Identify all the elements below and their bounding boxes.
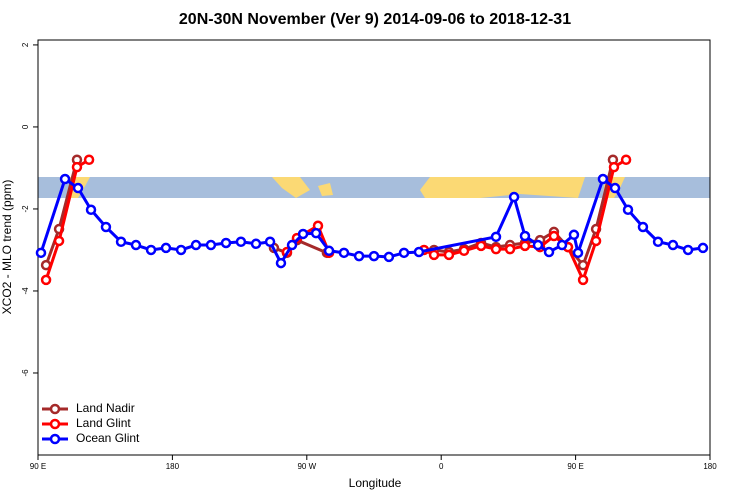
point xyxy=(475,240,487,252)
y-tick-label: -4 xyxy=(21,287,30,295)
point xyxy=(71,161,83,173)
chart-title: 20N-30N November (Ver 9) 2014-09-06 to 2… xyxy=(179,11,571,28)
point xyxy=(100,221,112,233)
point xyxy=(577,274,589,286)
point xyxy=(160,242,172,254)
point xyxy=(572,247,584,259)
legend-marker xyxy=(49,403,61,415)
point xyxy=(519,230,531,242)
legend-label: Land Nadir xyxy=(76,401,135,415)
point xyxy=(504,243,516,255)
point xyxy=(622,204,634,216)
point xyxy=(490,231,502,243)
point xyxy=(72,182,84,194)
point xyxy=(35,247,47,259)
point xyxy=(609,182,621,194)
map-strip xyxy=(38,177,710,198)
point xyxy=(458,245,470,257)
point xyxy=(532,239,544,251)
point xyxy=(667,239,679,251)
x-axis-label: Longitude xyxy=(349,476,402,490)
point xyxy=(190,239,202,251)
point xyxy=(556,239,568,251)
legend-marker xyxy=(49,418,61,430)
point xyxy=(205,239,217,251)
point xyxy=(620,154,632,165)
point xyxy=(368,250,380,262)
point xyxy=(310,227,322,239)
legend-marker xyxy=(49,433,61,445)
y-tick-label: 0 xyxy=(21,124,30,129)
point xyxy=(130,239,142,251)
x-tick-label: 90 E xyxy=(567,462,583,471)
point xyxy=(490,243,502,255)
point xyxy=(568,229,580,241)
point xyxy=(40,274,52,286)
y-tick-label: -6 xyxy=(21,369,30,377)
point xyxy=(608,161,620,173)
point xyxy=(53,235,65,247)
point xyxy=(286,239,298,251)
point xyxy=(519,240,531,252)
point xyxy=(83,154,95,165)
point xyxy=(548,230,560,242)
point xyxy=(413,246,425,258)
point xyxy=(443,249,455,261)
point xyxy=(383,251,395,263)
point xyxy=(297,228,309,240)
point xyxy=(59,173,71,185)
x-tick-label: 90 W xyxy=(297,462,316,471)
point xyxy=(85,204,97,216)
point xyxy=(145,244,157,256)
y-axis-label: XCO2 - MLO trend (ppm) xyxy=(0,180,14,315)
x-tick-label: 90 E xyxy=(30,462,46,471)
point xyxy=(323,245,335,257)
point xyxy=(235,236,247,248)
x-tick-label: 0 xyxy=(439,462,444,471)
point xyxy=(697,242,709,254)
point xyxy=(250,238,262,250)
x-tick-label: 180 xyxy=(703,462,717,471)
y-tick-label: -2 xyxy=(21,205,30,213)
point xyxy=(220,237,232,249)
point xyxy=(637,221,649,233)
legend-label: Ocean Glint xyxy=(76,431,140,445)
point xyxy=(652,236,664,248)
point xyxy=(543,246,555,258)
point xyxy=(353,250,365,262)
point xyxy=(264,236,276,248)
legend-label: Land Glint xyxy=(76,416,131,430)
point xyxy=(428,249,440,261)
point xyxy=(590,235,602,247)
point xyxy=(508,191,520,203)
x-tick-label: 180 xyxy=(166,462,180,471)
point xyxy=(338,247,350,259)
point xyxy=(682,244,694,256)
y-tick-label: 2 xyxy=(21,42,30,47)
point xyxy=(275,257,287,269)
point xyxy=(398,247,410,259)
point xyxy=(175,244,187,256)
point xyxy=(597,173,609,185)
point xyxy=(115,236,127,248)
plot-frame xyxy=(37,39,711,456)
plot-area xyxy=(35,154,709,286)
